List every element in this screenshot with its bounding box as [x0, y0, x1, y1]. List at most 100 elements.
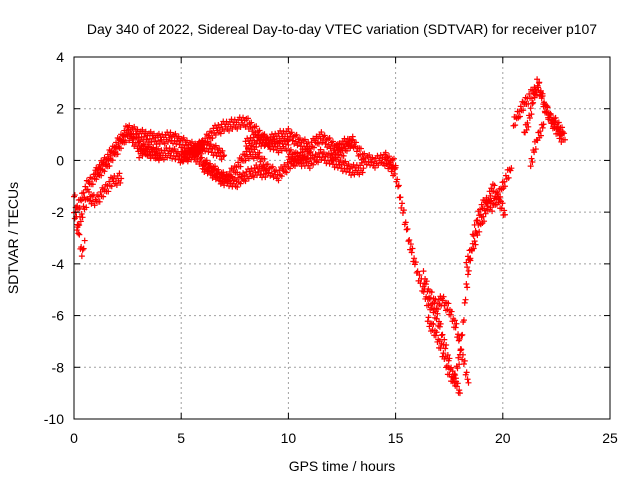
data-point — [252, 131, 259, 138]
data-point — [404, 225, 411, 232]
satellite-track-4 — [92, 122, 206, 178]
data-point — [285, 125, 292, 132]
data-point — [93, 176, 100, 183]
data-point — [207, 171, 214, 178]
data-point — [460, 317, 467, 324]
data-point — [467, 255, 474, 262]
data-point — [226, 127, 233, 134]
data-point — [463, 281, 470, 288]
data-point — [391, 170, 398, 177]
data-point — [529, 100, 536, 107]
data-point — [552, 114, 559, 121]
data-point — [86, 197, 93, 204]
data-point — [559, 128, 566, 135]
y-tick-label: -4 — [52, 256, 65, 272]
data-point — [315, 140, 322, 147]
data-point — [275, 149, 282, 156]
data-point — [81, 237, 88, 244]
data-point — [408, 249, 415, 256]
data-point — [146, 141, 153, 148]
data-point — [540, 121, 547, 128]
data-point — [183, 137, 190, 144]
data-point — [388, 168, 395, 175]
data-point — [472, 241, 479, 248]
data-point — [390, 155, 397, 162]
data-point — [422, 281, 429, 288]
data-point — [234, 184, 241, 191]
data-point — [535, 80, 542, 87]
data-point — [96, 161, 103, 168]
data-point — [320, 149, 327, 156]
data-point — [439, 331, 446, 338]
y-tick-label: -6 — [52, 308, 65, 324]
data-point — [306, 165, 313, 172]
y-tick-label: -2 — [52, 204, 65, 220]
data-point — [461, 299, 468, 306]
data-point — [524, 119, 531, 126]
data-point — [188, 138, 195, 145]
data-point — [289, 137, 296, 144]
data-point — [464, 376, 471, 383]
data-point — [221, 182, 228, 189]
data-point — [269, 140, 276, 147]
data-point — [212, 165, 219, 172]
data-point — [244, 144, 251, 151]
data-point — [253, 123, 260, 130]
data-point — [356, 171, 363, 178]
data-point — [453, 383, 460, 390]
satellite-track-14 — [424, 165, 515, 386]
data-point — [315, 149, 322, 156]
satellite-track-15 — [463, 181, 508, 271]
data-point — [180, 134, 187, 141]
data-point — [558, 132, 565, 139]
data-point — [216, 177, 223, 184]
data-point — [482, 210, 489, 217]
data-point — [539, 124, 546, 131]
data-point — [190, 146, 197, 153]
data-point — [369, 154, 376, 161]
data-point — [501, 207, 508, 214]
data-point — [456, 351, 463, 358]
data-point — [77, 218, 84, 225]
data-point — [465, 267, 472, 274]
data-point — [288, 129, 295, 136]
data-point — [501, 211, 508, 218]
data-point — [244, 115, 251, 122]
data-point — [207, 163, 214, 170]
data-point — [220, 153, 227, 160]
data-point — [310, 144, 317, 151]
data-point — [269, 163, 276, 170]
data-point — [434, 306, 441, 313]
data-point — [217, 130, 224, 137]
data-point — [464, 284, 471, 291]
plot-frame — [73, 56, 611, 420]
data-point — [440, 350, 447, 357]
data-point — [494, 189, 501, 196]
data-point — [219, 147, 226, 154]
data-point — [412, 259, 419, 266]
data-point — [527, 163, 534, 170]
data-point — [447, 311, 454, 318]
data-point — [191, 155, 198, 162]
data-point — [414, 268, 421, 275]
data-point — [464, 264, 471, 271]
data-point — [304, 154, 311, 161]
data-point — [487, 192, 494, 199]
y-tick-label: 2 — [56, 101, 64, 117]
data-point — [116, 170, 123, 177]
data-point — [447, 366, 454, 373]
satellite-track-6 — [178, 114, 292, 165]
data-point — [103, 161, 110, 168]
data-point — [265, 169, 272, 176]
data-point — [296, 135, 303, 142]
data-point — [164, 154, 171, 161]
data-point — [493, 193, 500, 200]
data-point — [420, 268, 427, 275]
data-point — [366, 151, 373, 158]
data-point — [517, 103, 524, 110]
data-point — [315, 159, 322, 166]
data-point — [430, 321, 437, 328]
data-point — [249, 128, 256, 135]
data-point — [113, 181, 120, 188]
